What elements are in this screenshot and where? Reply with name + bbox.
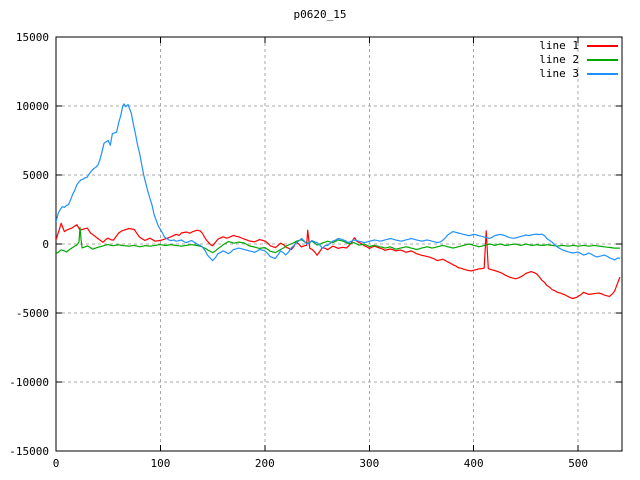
- legend-line-sample-red: [587, 44, 618, 47]
- x-tick-label: 400: [464, 457, 484, 470]
- x-tick-label: 100: [150, 457, 170, 470]
- x-tick-label: 500: [568, 457, 588, 470]
- legend-row-line-1: line 1: [539, 40, 618, 51]
- legend-row-line-3: line 3: [539, 68, 618, 79]
- legend-label-line-1: line 1: [539, 39, 579, 52]
- legend-line-sample-blue: [587, 72, 618, 75]
- series-line-2: [56, 226, 620, 255]
- x-tick-label: 0: [53, 457, 60, 470]
- y-tick-label: 0: [42, 238, 49, 251]
- legend-line-sample-green: [587, 58, 618, 61]
- y-tick-label: -5000: [16, 307, 49, 320]
- y-tick-label: 15000: [16, 31, 49, 44]
- chart-title: p0620_15: [293, 8, 347, 21]
- x-tick-label: 200: [255, 457, 275, 470]
- y-tick-label: 5000: [23, 169, 50, 182]
- legend: line 1 line 2 line 3: [539, 40, 618, 79]
- y-tick-label: -10000: [9, 376, 49, 389]
- legend-label-line-2: line 2: [539, 53, 579, 66]
- x-tick-label: 300: [359, 457, 379, 470]
- series-line-3: [56, 103, 621, 262]
- legend-label-line-3: line 3: [539, 67, 579, 80]
- legend-row-line-2: line 2: [539, 54, 618, 65]
- series-line-1: [56, 222, 621, 300]
- y-tick-label: 10000: [16, 100, 49, 113]
- y-tick-label: -15000: [9, 445, 49, 458]
